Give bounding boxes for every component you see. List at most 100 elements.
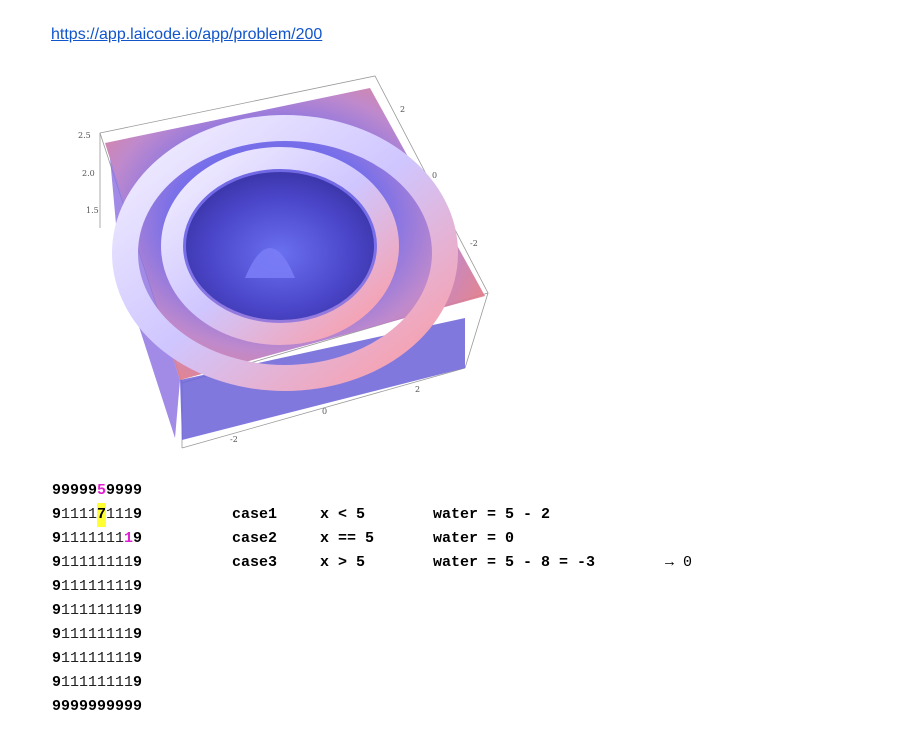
case-condition: x == 5 — [320, 530, 375, 547]
grid-cell: 1 — [106, 602, 116, 619]
grid-cell: 9 — [133, 602, 143, 619]
grid-cell: 1 — [88, 650, 98, 667]
grid-cell: 1 — [88, 554, 98, 571]
grid-cell: 9 — [124, 482, 134, 499]
problem-link[interactable]: https://app.laicode.io/app/problem/200 — [51, 26, 323, 43]
grid-cell: 1 — [115, 602, 125, 619]
grid-cell: 1 — [106, 530, 116, 547]
grid-cell: 1 — [70, 674, 80, 691]
grid-cell: 1 — [88, 674, 98, 691]
grid-cell: 1 — [97, 554, 107, 571]
grid-cell: 1 — [79, 530, 89, 547]
svg-text:0: 0 — [432, 171, 437, 180]
grid-cell: 9 — [61, 698, 71, 715]
grid-cell: 1 — [79, 650, 89, 667]
grid-cell: 9 — [52, 482, 62, 499]
grid-cell: 9 — [52, 626, 62, 643]
grid-cell: 9 — [70, 698, 80, 715]
svg-text:2.5: 2.5 — [78, 131, 91, 140]
grid-cell: 7 — [97, 503, 106, 527]
grid-cell: 9 — [133, 554, 143, 571]
grid-cell: 1 — [79, 554, 89, 571]
grid-cell: 1 — [70, 578, 80, 595]
height-grid: 9999959999 9111171119 9111111119 9111111119… — [52, 479, 142, 719]
grid-cell: 1 — [61, 554, 71, 571]
grid-cell: 1 — [115, 530, 125, 547]
grid-cell: 1 — [106, 674, 116, 691]
case-name: case3 — [232, 554, 278, 571]
surface-plot-image: 2.5 2.0 1.5 2 0 -2 2 0 -2 — [70, 68, 500, 458]
grid-cell: 1 — [97, 530, 107, 547]
grid-cell: 1 — [106, 626, 116, 643]
grid-cell: 1 — [79, 626, 89, 643]
grid-cell: 9 — [133, 626, 143, 643]
grid-cell: 9 — [52, 698, 62, 715]
grid-cell: 9 — [97, 698, 107, 715]
grid-cell: 1 — [124, 554, 134, 571]
grid-cell: 1 — [61, 578, 71, 595]
svg-text:-2: -2 — [230, 435, 238, 444]
grid-cell: 1 — [124, 578, 134, 595]
svg-text:2: 2 — [415, 385, 420, 394]
grid-cell: 1 — [115, 506, 125, 523]
svg-text:-2: -2 — [470, 239, 478, 248]
svg-text:0: 0 — [322, 407, 327, 416]
grid-cell: 1 — [115, 578, 125, 595]
grid-cell: 9 — [133, 698, 143, 715]
grid-cell: 5 — [97, 482, 107, 499]
grid-cell: 1 — [61, 506, 71, 523]
grid-cell: 1 — [61, 674, 71, 691]
grid-cell: 9 — [124, 698, 134, 715]
grid-cell: 1 — [88, 602, 98, 619]
grid-cell: 1 — [61, 626, 71, 643]
grid-cell: 1 — [97, 578, 107, 595]
case-result: → 0 — [665, 554, 693, 571]
grid-cell: 1 — [70, 530, 80, 547]
grid-cell: 9 — [52, 578, 62, 595]
grid-row: 9999959999 — [52, 479, 142, 503]
surface-plot-icon: 2.5 2.0 1.5 2 0 -2 2 0 -2 — [78, 75, 489, 449]
svg-text:1.5: 1.5 — [86, 206, 99, 215]
grid-row: 9111111119 — [52, 623, 142, 647]
grid-cell: 1 — [115, 626, 125, 643]
grid-cell: 9 — [133, 482, 143, 499]
grid-cell: 1 — [124, 602, 134, 619]
grid-cell: 9 — [52, 674, 62, 691]
grid-cell: 1 — [70, 506, 80, 523]
grid-cell: 1 — [106, 578, 116, 595]
grid-cell: 9 — [133, 674, 143, 691]
grid-cell: 1 — [97, 626, 107, 643]
case-name: case1 — [232, 506, 278, 523]
case-water: water = 0 — [433, 530, 515, 547]
grid-row: 9111111119 — [52, 671, 142, 695]
grid-cell: 9 — [106, 698, 116, 715]
svg-text:2: 2 — [400, 105, 405, 114]
case-condition: x > 5 — [320, 554, 366, 571]
grid-cell: 9 — [70, 482, 80, 499]
svg-text:2.0: 2.0 — [82, 169, 95, 178]
grid-cell: 1 — [79, 578, 89, 595]
grid-row: 9111111119 — [52, 647, 142, 671]
grid-row: 9111171119 — [52, 503, 142, 527]
grid-cell: 9 — [106, 482, 116, 499]
grid-cell: 1 — [79, 602, 89, 619]
case-water: water = 5 - 2 — [433, 506, 551, 523]
grid-cell: 9 — [133, 578, 143, 595]
grid-cell: 9 — [52, 530, 62, 547]
grid-cell: 1 — [115, 674, 125, 691]
grid-cell: 1 — [79, 674, 89, 691]
grid-cell: 1 — [61, 650, 71, 667]
grid-cell: 9 — [52, 602, 62, 619]
grid-cell: 1 — [106, 554, 116, 571]
grid-cell: 1 — [115, 650, 125, 667]
grid-cell: 9 — [133, 530, 143, 547]
grid-cell: 1 — [88, 578, 98, 595]
grid-row: 9111111119 — [52, 551, 142, 575]
grid-row: 9111111119 — [52, 575, 142, 599]
grid-cell: 1 — [106, 650, 116, 667]
grid-cell: 9 — [115, 482, 125, 499]
grid-cell: 9 — [79, 698, 89, 715]
grid-cell: 9 — [79, 482, 89, 499]
grid-cell: 9 — [88, 482, 98, 499]
grid-cell: 9 — [52, 554, 62, 571]
